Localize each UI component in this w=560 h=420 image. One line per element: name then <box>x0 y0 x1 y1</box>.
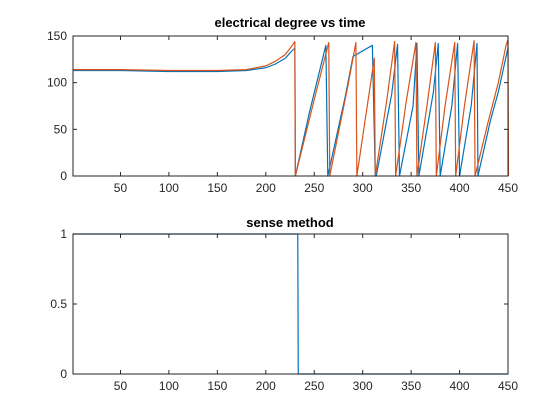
x-tick-label: 250 <box>304 181 324 195</box>
x-tick-label: 300 <box>353 379 373 393</box>
series-line-2 <box>73 39 510 177</box>
top-chart: electrical degree vs time 50 100 150 200 250… <box>47 15 518 195</box>
series-line-1 <box>73 42 509 177</box>
x-tick-label: 100 <box>159 379 179 393</box>
y-tick-label: 0.5 <box>50 297 67 311</box>
x-tick-label: 200 <box>256 379 276 393</box>
x-tick-label: 100 <box>159 181 179 195</box>
y-tick-label: 150 <box>47 29 67 43</box>
y-tick-label: 1 <box>60 227 67 241</box>
x-tick-label: 150 <box>207 379 227 393</box>
top-chart-title: electrical degree vs time <box>214 15 365 30</box>
bottom-chart: sense method 50 100 150 200 250 300 350 400 450 0… <box>50 215 518 393</box>
y-tick-label: 50 <box>54 122 68 136</box>
x-tick-label: 300 <box>353 181 373 195</box>
y-tick-label: 0 <box>60 169 67 183</box>
x-tick-label: 150 <box>207 181 227 195</box>
series-line-1 <box>73 233 508 375</box>
axes-box <box>72 233 509 375</box>
x-tick-label: 400 <box>450 379 470 393</box>
x-tick-label: 400 <box>450 181 470 195</box>
bottom-plot-area: 50 100 150 200 250 300 350 400 450 0 0.5 1 <box>50 227 518 393</box>
x-tick-label: 250 <box>304 379 324 393</box>
axes-box <box>72 35 509 177</box>
bottom-chart-title: sense method <box>246 215 333 230</box>
x-tick-label: 350 <box>401 181 421 195</box>
y-tick-label: 100 <box>47 76 67 90</box>
x-tick-label: 450 <box>498 181 518 195</box>
x-tick-label: 450 <box>498 379 518 393</box>
x-tick-label: 350 <box>401 379 421 393</box>
y-tick-label: 0 <box>60 367 67 381</box>
x-tick-label: 50 <box>114 379 128 393</box>
x-tick-label: 50 <box>114 181 128 195</box>
x-tick-label: 200 <box>256 181 276 195</box>
top-plot-area: 50 100 150 200 250 300 350 400 450 0 50 100 150 <box>47 29 518 195</box>
